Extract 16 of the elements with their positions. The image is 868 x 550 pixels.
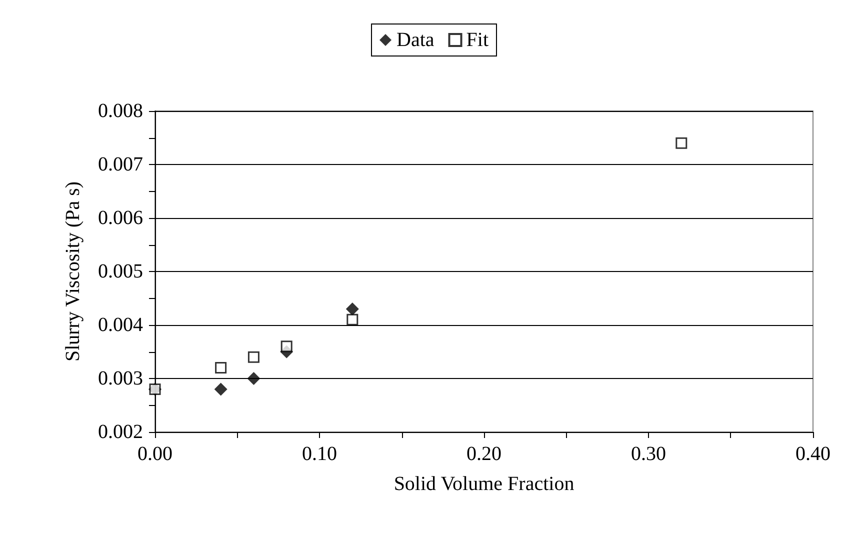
y-tick-label: 0.004 bbox=[98, 314, 143, 336]
y-tick-label: 0.006 bbox=[98, 207, 143, 229]
x-tick-label: 0.30 bbox=[631, 443, 666, 465]
y-tick-label: 0.008 bbox=[98, 100, 143, 122]
y-tick-label: 0.005 bbox=[98, 260, 143, 282]
y-tick-label: 0.003 bbox=[98, 368, 143, 390]
x-tick-label: 0.00 bbox=[138, 443, 172, 465]
legend-label: Fit bbox=[466, 29, 489, 51]
legend-label: Data bbox=[396, 29, 434, 51]
x-tick-label: 0.10 bbox=[302, 443, 337, 465]
y-tick-label: 0.007 bbox=[98, 154, 143, 176]
y-axis-title: Slurry Viscosity (Pa s) bbox=[62, 181, 84, 362]
y-tick-label: 0.002 bbox=[98, 421, 143, 443]
x-axis-title: Solid Volume Fraction bbox=[394, 473, 574, 495]
x-tick-label: 0.40 bbox=[796, 443, 830, 465]
x-tick-label: 0.20 bbox=[466, 443, 502, 465]
